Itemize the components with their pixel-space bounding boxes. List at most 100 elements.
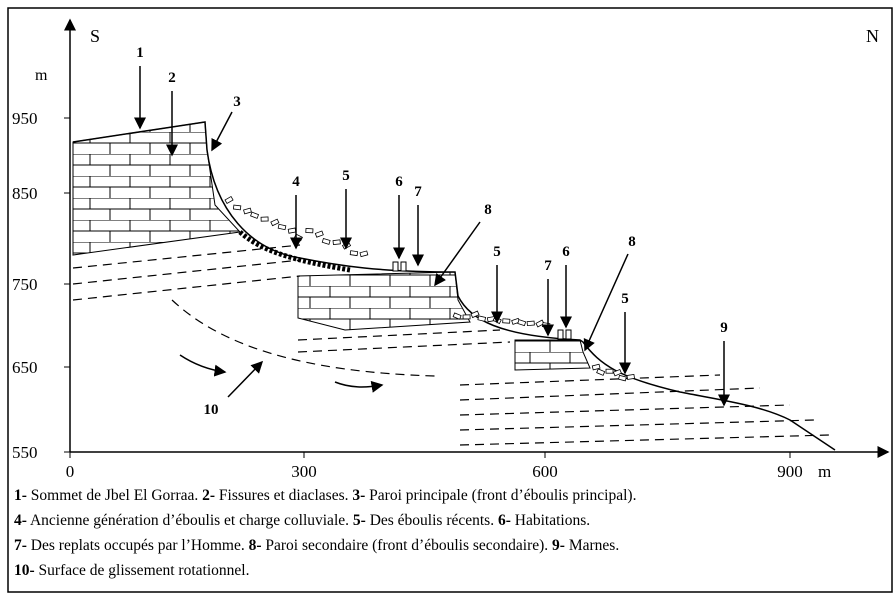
scree-block — [270, 218, 280, 227]
legend-text: Paroi principale (front d’éboulis princi… — [365, 487, 636, 504]
legend-text: Des replats occupés par l’Homme. — [27, 537, 249, 554]
scree-block — [287, 227, 297, 234]
legend-text: Surface de glissement rotationnel. — [35, 562, 250, 579]
marl-layer — [72, 259, 301, 285]
scree-block — [477, 315, 487, 322]
callout-number: 3 — [233, 94, 241, 110]
scree-block — [526, 320, 535, 327]
north-label: N — [866, 26, 879, 46]
marl-layer — [297, 329, 501, 341]
scree-block — [618, 374, 627, 382]
x-tick-label: 900 — [777, 462, 803, 481]
y-tick-label: 950 — [12, 109, 38, 128]
limestone-block — [514, 339, 591, 371]
scree-block — [359, 250, 369, 258]
legend-line: 1- Sommet de Jbel El Gorraa. 2- Fissures… — [14, 487, 636, 504]
callout-number: 1 — [136, 45, 144, 61]
cross-section — [72, 121, 836, 451]
scree-block — [321, 237, 331, 245]
y-tick-label: 550 — [12, 443, 38, 462]
legend-number: 4- — [14, 512, 27, 529]
limestone-block — [297, 271, 471, 331]
callout-number: 2 — [168, 70, 176, 86]
callout-number: 8 — [484, 202, 492, 218]
scree-block — [626, 373, 635, 380]
legend-text: Paroi secondaire (front d’éboulis second… — [262, 537, 553, 554]
y-tick-label: 850 — [12, 184, 38, 203]
callout-arrow — [227, 360, 264, 398]
slip-arrow — [334, 380, 384, 393]
scree-block — [502, 318, 511, 324]
x-tick-label: 0 — [66, 462, 75, 481]
scree-block — [541, 322, 551, 329]
legend-text: Habitations. — [511, 512, 590, 529]
y-tick-label: 750 — [12, 275, 38, 294]
x-tick-label: 300 — [291, 462, 317, 481]
marl-layer — [459, 419, 816, 431]
legend-number: 5- — [353, 512, 366, 529]
marl-layer — [459, 404, 791, 416]
limestone-block — [72, 121, 242, 256]
legend-number: 1- — [14, 487, 27, 504]
marl-layer — [297, 341, 511, 353]
slip-arrow — [179, 354, 227, 377]
south-label: S — [90, 26, 100, 46]
scree-block — [277, 223, 287, 231]
scree-block — [224, 195, 234, 205]
marl-layer — [72, 275, 301, 301]
scree-block — [535, 319, 545, 328]
marl-layer — [72, 244, 301, 269]
legend-text: Marnes. — [565, 537, 619, 554]
legend-number: 9- — [552, 537, 565, 554]
y-unit: m — [35, 67, 48, 84]
legend-line: 7- Des replats occupés par l’Homme. 8- P… — [14, 537, 619, 554]
legend-text: Sommet de Jbel El Gorraa. — [27, 487, 202, 504]
legend-number: 8- — [249, 537, 262, 554]
x-tick-label: 600 — [532, 462, 558, 481]
scree-block — [260, 216, 269, 222]
callout-number: 10 — [204, 402, 219, 418]
marl-layer — [459, 434, 831, 446]
habitation — [392, 261, 399, 272]
legend-number: 6- — [498, 512, 511, 529]
legend-number: 2- — [202, 487, 215, 504]
habitation — [557, 329, 564, 340]
legend-line: 4- Ancienne génération d’éboulis et char… — [14, 512, 590, 529]
scree-block — [605, 368, 614, 374]
callout-arrow — [583, 253, 629, 352]
legend-text: Ancienne génération d’éboulis et charge … — [27, 512, 353, 529]
callout-number: 5 — [621, 291, 629, 307]
slip-surface — [171, 299, 436, 377]
habitation — [565, 329, 572, 340]
callout-number: 6 — [395, 174, 403, 190]
callout-number: 7 — [544, 258, 552, 274]
callout-number: 6 — [562, 244, 570, 260]
callout-number: 5 — [493, 244, 501, 260]
callout-number: 9 — [720, 320, 728, 336]
scree-block — [314, 230, 324, 238]
legend-line: 10- Surface de glissement rotationnel. — [14, 562, 249, 579]
habitation — [400, 261, 407, 272]
frame — [7, 7, 893, 593]
scree-block — [462, 314, 471, 320]
scree-block — [250, 211, 260, 219]
scree-block — [596, 368, 606, 376]
legend-number: 3- — [352, 487, 365, 504]
legend-text: Fissures et diaclases. — [215, 487, 352, 504]
callout-number: 8 — [628, 234, 636, 250]
scree-block — [452, 312, 462, 320]
marl-layer — [459, 374, 721, 386]
scree-block — [349, 250, 359, 257]
colluvium — [238, 230, 351, 273]
scree-block — [232, 204, 242, 211]
legend-number: 7- — [14, 537, 27, 554]
scree-block — [332, 239, 341, 246]
y-tick-label: 650 — [12, 358, 38, 377]
scree-block — [243, 207, 252, 215]
x-unit: m — [818, 462, 831, 481]
legend-text: Des éboulis récents. — [366, 512, 498, 529]
scree-block — [470, 310, 480, 319]
scree-block — [517, 319, 527, 327]
marl-layer — [459, 387, 761, 401]
